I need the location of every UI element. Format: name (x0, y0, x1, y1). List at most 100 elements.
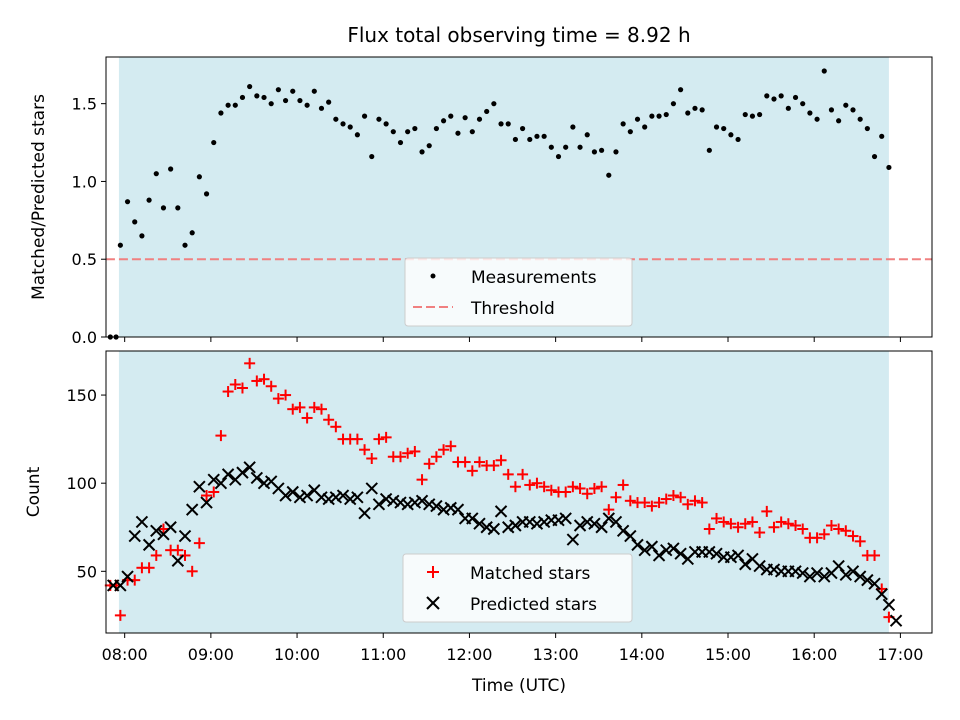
matched-star-point (495, 454, 507, 466)
matched-star-point (473, 456, 485, 468)
measurement-point (821, 68, 827, 74)
predicted-star-point (214, 476, 228, 490)
predicted-star-point (336, 489, 350, 502)
measurement-point (275, 87, 281, 93)
matched-star-point (351, 433, 363, 445)
measurement-point (340, 121, 346, 127)
matched-star-point (524, 479, 536, 491)
matched-star-point (143, 562, 155, 574)
measurement-point (182, 242, 188, 248)
predicted-star-point (487, 522, 501, 536)
predicted-star-point (509, 519, 522, 532)
matched-star-point (560, 486, 572, 498)
predicted-star-point (810, 566, 824, 580)
matched-star-point (308, 401, 320, 413)
measurement-point (843, 102, 849, 108)
predicted-star-point (401, 498, 414, 511)
predicted-star-point (552, 513, 565, 527)
x-tick-label: 13:00 (533, 645, 579, 664)
measurement-point (807, 110, 813, 116)
measurement-point (261, 94, 267, 101)
ratio-y-ticks: 0.0 0.5 1.0 1.5 (72, 95, 106, 347)
predicted-star-point (573, 519, 587, 532)
x-tick-label: 12:00 (446, 645, 492, 664)
predicted-star-point (882, 598, 896, 612)
predicted-star-point (142, 538, 156, 552)
predicted-star-point (559, 512, 572, 525)
predicted-star-point (530, 517, 544, 530)
x-tick-label: 15:00 (705, 645, 751, 664)
predicted-star-point (379, 492, 393, 506)
measurement-point (462, 115, 468, 121)
measurement-point (814, 116, 820, 122)
matched-star-point (675, 491, 687, 503)
count-y-tick-label: 150 (66, 386, 97, 405)
predicted-star-point (839, 568, 853, 582)
matched-star-point (754, 527, 766, 539)
x-tick-label: 14:00 (619, 645, 665, 664)
matched-star-point (617, 479, 629, 491)
predicted-star-point (846, 565, 860, 578)
predicted-star-point (796, 566, 809, 580)
measurement-point (728, 132, 734, 138)
matched-star-point (502, 468, 514, 480)
matched-star-point (488, 460, 500, 472)
predicted-star-point (889, 614, 903, 627)
ratio-y-tick-label: 1.0 (72, 172, 97, 191)
measurement-point (290, 88, 296, 94)
predicted-star-point (372, 498, 386, 511)
measurement-point (828, 107, 835, 113)
matched-star-point (208, 486, 220, 498)
matched-star-point (790, 519, 802, 531)
measurement-point (146, 197, 152, 203)
ratio-y-tick-label: 0.5 (72, 250, 97, 269)
predicted-star-point (523, 515, 536, 529)
predicted-star-point (767, 563, 781, 576)
predicted-star-point (128, 529, 141, 543)
measurement-point (484, 108, 490, 115)
matched-star-point (718, 516, 730, 528)
predicted-star-point (178, 529, 192, 543)
predicted-star-point (164, 521, 177, 534)
predicted-star-point (609, 515, 623, 529)
measurement-point (534, 133, 540, 139)
matched-star-point (315, 403, 327, 415)
measurement-point (333, 116, 339, 122)
predicted-star-point (875, 588, 888, 601)
predicted-star-point (236, 466, 249, 479)
measurement-point (599, 147, 605, 153)
x-tick-label: 09:00 (188, 645, 234, 664)
measurement-point (591, 149, 598, 155)
predicted-star-point (616, 524, 630, 537)
predicted-star-point (494, 505, 508, 518)
predicted-star-point (652, 549, 666, 562)
predicted-star-point (207, 473, 220, 486)
measurement-point (376, 116, 382, 122)
matched-star-point (696, 497, 708, 509)
ratio-y-axis-label: Matched/Predicted stars (29, 94, 49, 300)
matched-star-point (229, 378, 241, 390)
count-legend-box (402, 553, 633, 623)
measurement-point (369, 153, 375, 160)
measurement-point (139, 233, 145, 239)
predicted-star-point (645, 540, 659, 553)
predicted-star-point (473, 517, 486, 530)
matched-star-point (244, 357, 256, 369)
predicted-star-point (667, 542, 680, 555)
predicted-star-point (358, 506, 371, 520)
matched-star-point (531, 477, 543, 489)
matched-star-point (186, 565, 198, 577)
legend-threshold-label: Threshold (470, 299, 555, 319)
measurement-point (663, 111, 669, 118)
ratio-legend-box (404, 257, 633, 327)
matched-star-point (236, 382, 248, 394)
matched-star-point (438, 444, 450, 456)
measurement-point (713, 124, 720, 130)
measurement-point (476, 116, 483, 122)
matched-star-point (825, 519, 837, 531)
matched-star-point (581, 488, 593, 500)
count-y-ticks: 50 100 150 (66, 386, 106, 581)
count-points (104, 357, 903, 627)
predicted-star-point (437, 503, 450, 516)
predicted-star-point (789, 565, 802, 578)
